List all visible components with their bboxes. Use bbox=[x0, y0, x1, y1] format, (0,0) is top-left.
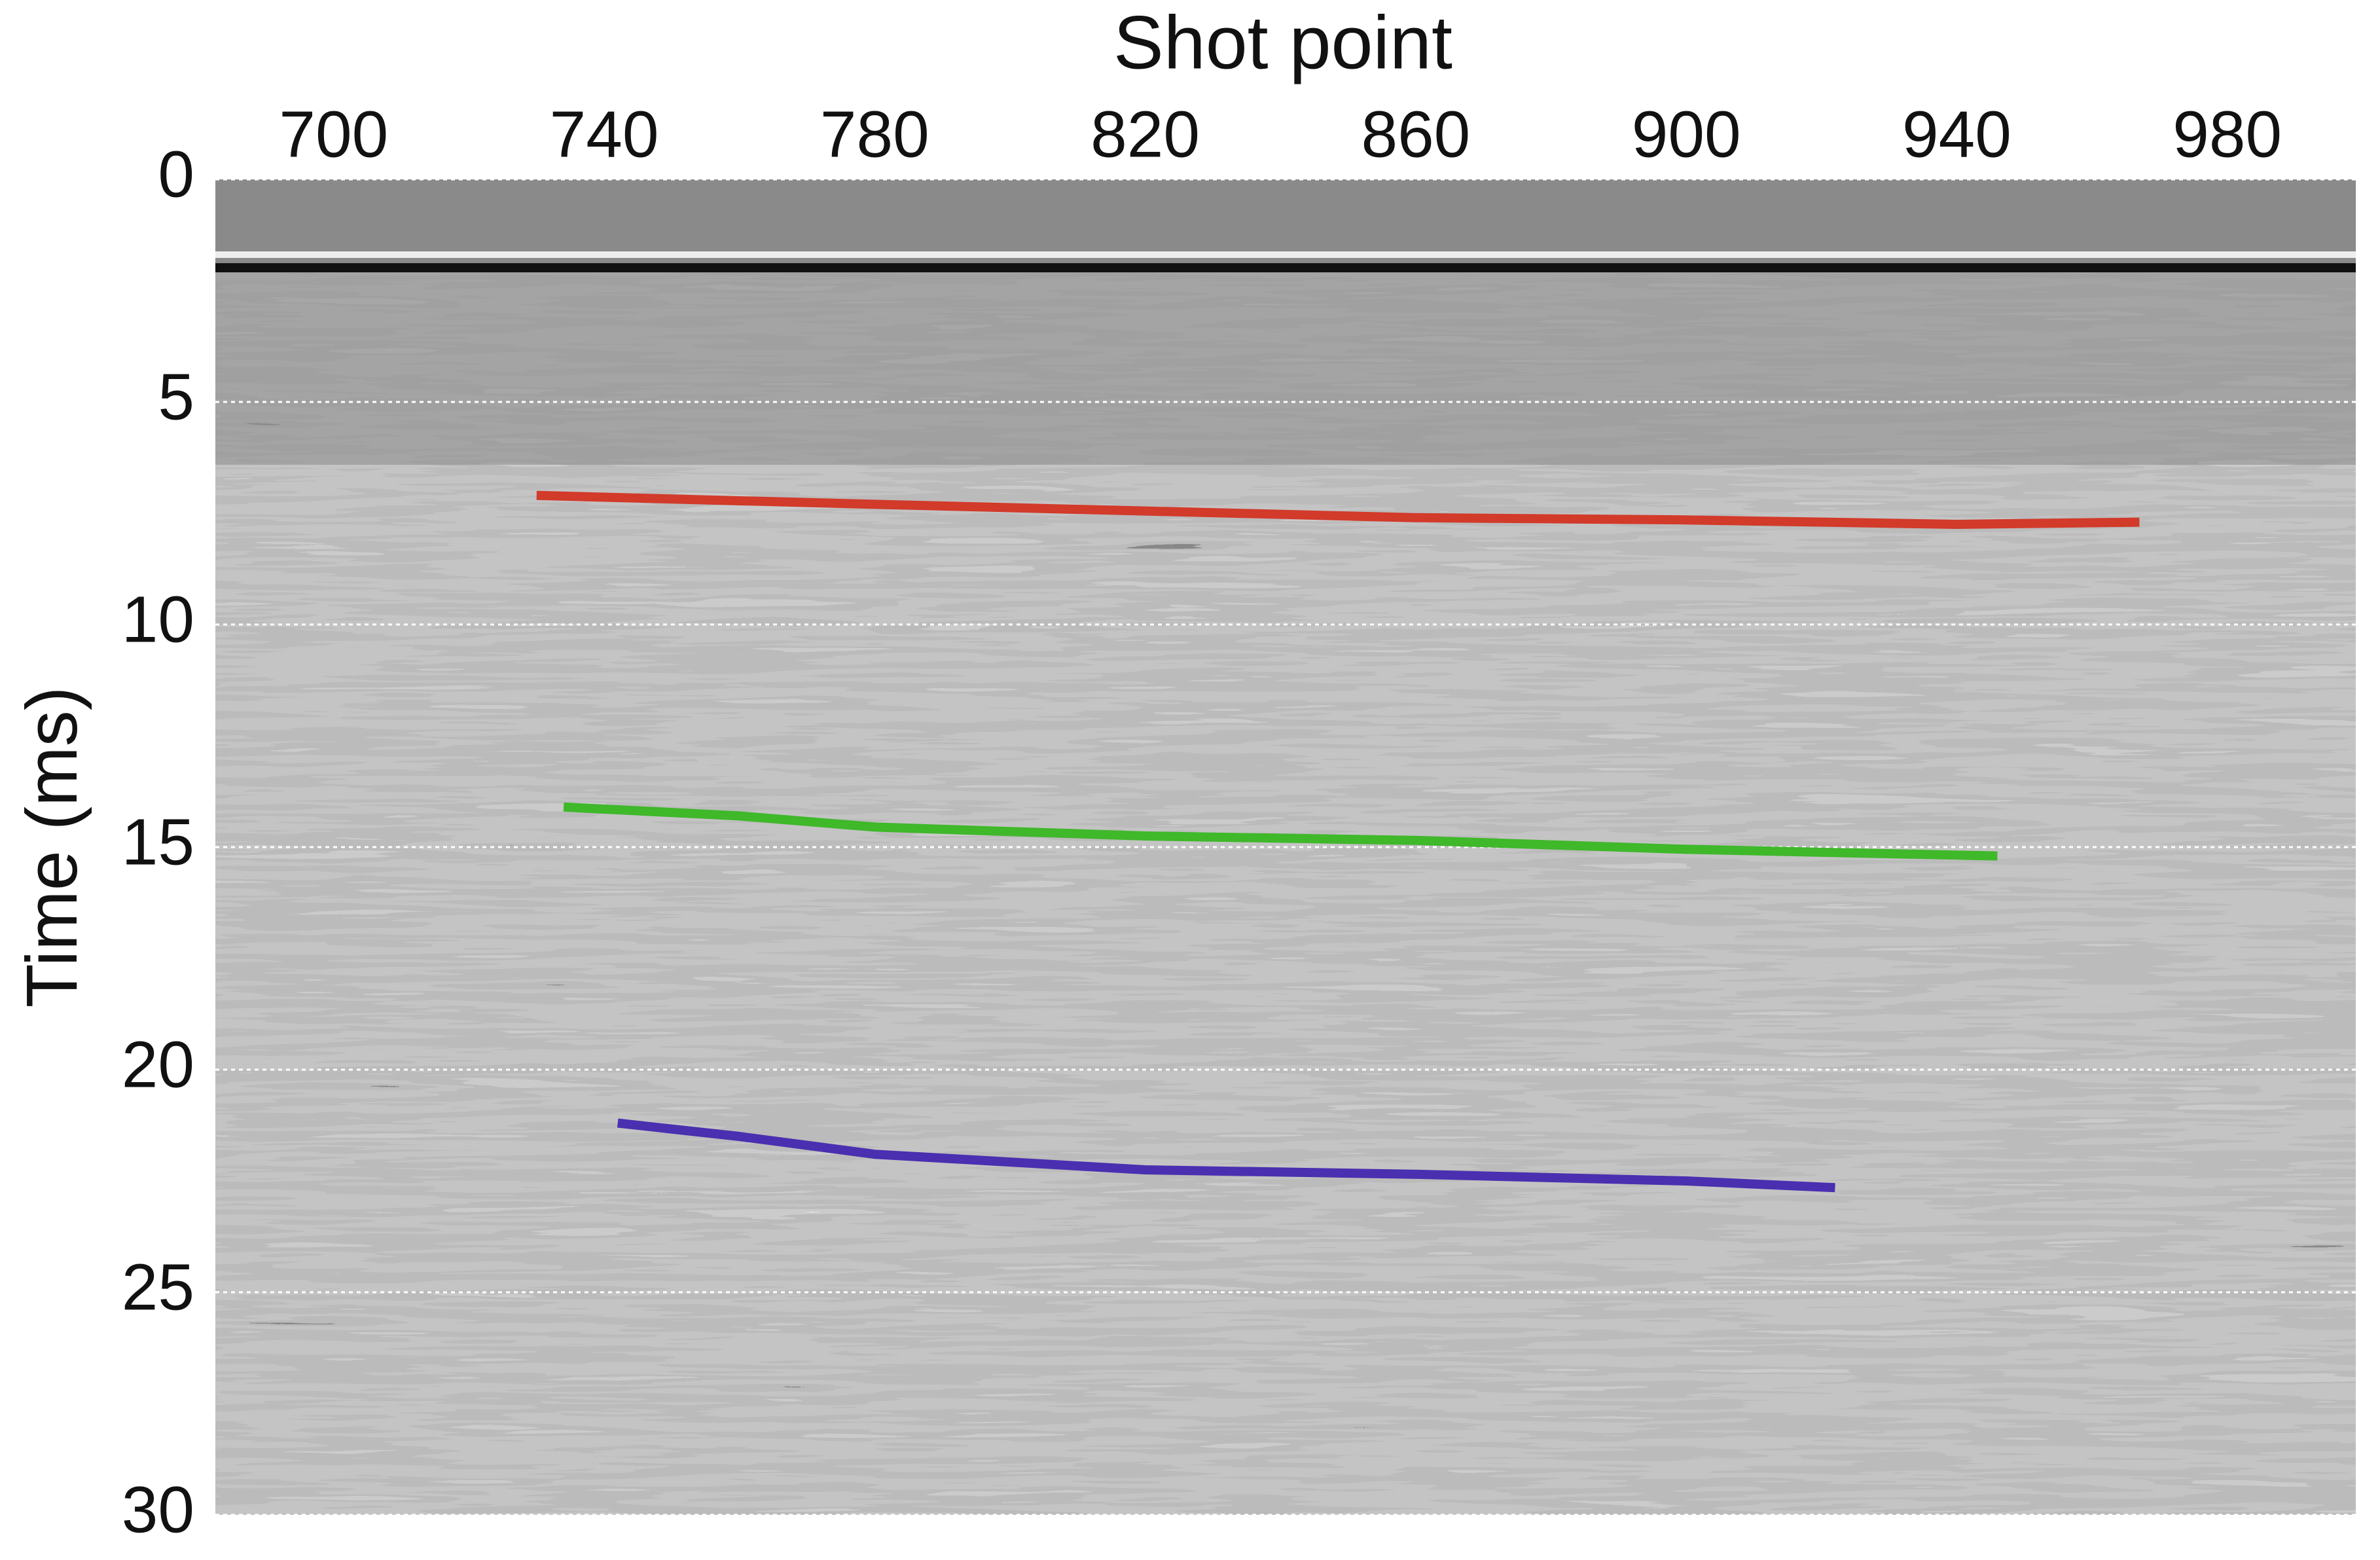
x-tick-label: 740 bbox=[550, 98, 659, 171]
y-tick-label: 0 bbox=[158, 137, 194, 211]
y-tick-label: 10 bbox=[122, 583, 194, 656]
x-tick-label: 980 bbox=[2173, 98, 2282, 171]
x-axis-title: Shot point bbox=[1113, 1, 1452, 84]
horizon-line bbox=[563, 802, 1998, 861]
x-tick-label: 900 bbox=[1632, 98, 1741, 171]
x-tick-label: 860 bbox=[1361, 98, 1470, 171]
horizon-line bbox=[536, 490, 2140, 529]
horizon-line bbox=[617, 1118, 1835, 1193]
x-tick-label: 700 bbox=[279, 98, 388, 171]
y-tick-label: 15 bbox=[122, 805, 194, 879]
y-tick-label: 5 bbox=[158, 360, 194, 433]
y-axis-title: Time (ms) bbox=[12, 687, 92, 1008]
y-tick-label: 30 bbox=[122, 1473, 194, 1546]
y-tick-label: 25 bbox=[122, 1250, 194, 1324]
y-tick-label: 20 bbox=[122, 1028, 194, 1101]
x-tick-label: 820 bbox=[1091, 98, 1200, 171]
x-tick-label: 780 bbox=[820, 98, 929, 171]
x-tick-label: 940 bbox=[1902, 98, 2011, 171]
